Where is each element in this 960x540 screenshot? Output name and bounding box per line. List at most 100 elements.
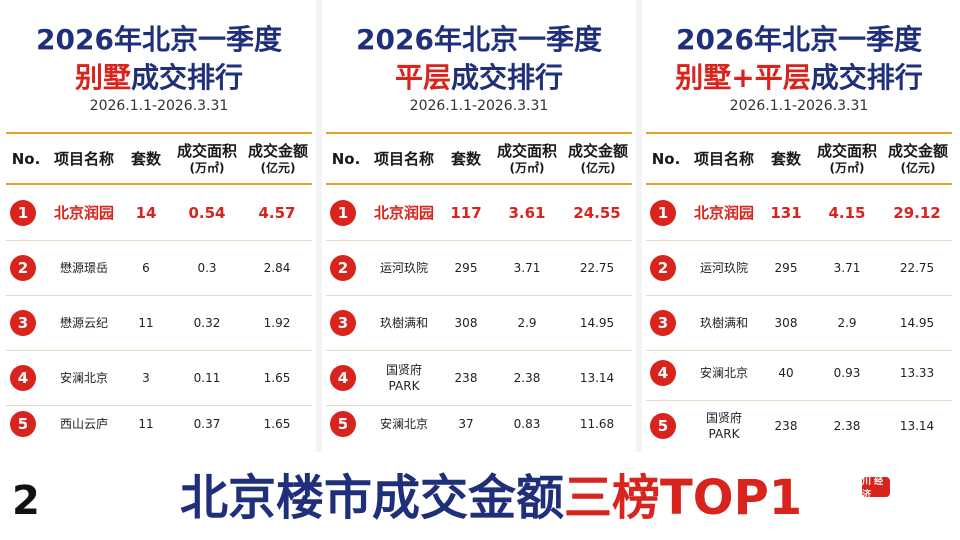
table-row: 2 运河玖院 295 3.71 22.75: [326, 241, 632, 295]
row-divider: [6, 240, 312, 241]
rank-badge: 1: [650, 200, 676, 226]
rank-badge: 4: [10, 365, 36, 391]
table-header: No. 项目名称 套数 成交面积 (万㎡) 成交金额 (亿元): [642, 136, 956, 182]
rank-badge: 5: [650, 413, 676, 439]
table-row: 3 懋源云纪 11 0.32 1.92: [6, 296, 312, 350]
units-value: 238: [774, 419, 798, 433]
units-value: 40: [778, 366, 794, 380]
rank-badge: 2: [650, 255, 676, 281]
row-divider: [326, 295, 632, 296]
area-value: 0.3: [197, 261, 217, 275]
row-divider: [646, 350, 952, 351]
area-value: 0.93: [833, 366, 861, 380]
header-area: 成交面积 (万㎡): [176, 142, 237, 175]
rank-badge: 2: [10, 255, 36, 281]
area-value: 3.71: [513, 261, 541, 275]
header-amount: 成交金额 (亿元): [567, 142, 628, 175]
amount-value: 1.92: [263, 316, 291, 330]
footer-headline-red: 三榜TOP1: [564, 470, 803, 526]
header-name: 项目名称: [53, 150, 114, 168]
amount-value: 29.12: [893, 204, 941, 222]
units-value: 308: [774, 316, 798, 330]
header-name: 项目名称: [373, 150, 434, 168]
panel-category: 别墅: [74, 61, 131, 94]
project-name: 运河玖院: [699, 261, 748, 275]
panel-subtitle-rest: 成交排行: [451, 61, 564, 94]
area-value: 2.9: [837, 316, 857, 330]
amount-value: 4.57: [258, 204, 296, 222]
project-name: 玖樹满和: [699, 316, 748, 330]
area-value: 3.71: [833, 261, 861, 275]
rank-badge: 4: [650, 360, 676, 386]
header-separator: [326, 132, 632, 134]
row-divider: [646, 400, 952, 401]
amount-value: 14.95: [579, 316, 615, 330]
panel-subtitle-rest: 成交排行: [810, 61, 923, 94]
panel-title: 2026年北京一季度: [36, 23, 282, 56]
units-value: 238: [454, 371, 478, 385]
header-units: 套数: [130, 150, 161, 168]
units-value: 6: [142, 261, 150, 275]
rank-badge: 3: [10, 310, 36, 336]
header-units: 套数: [770, 150, 801, 168]
header-units: 套数: [450, 150, 481, 168]
area-value: 0.54: [188, 204, 226, 222]
area-value: 2.38: [513, 371, 541, 385]
units-value: 117: [450, 204, 482, 222]
rank-badge: 4: [330, 365, 356, 391]
area-value: 0.37: [193, 417, 221, 431]
project-name: 运河玖院: [379, 261, 428, 275]
amount-value: 24.55: [573, 204, 621, 222]
amount-value: 13.14: [579, 371, 615, 385]
table-row: 5 西山云庐 11 0.37 1.65: [6, 397, 312, 451]
amount-value: 13.14: [899, 419, 935, 433]
row-divider: [326, 405, 632, 406]
header-amount: 成交金额 (亿元): [887, 142, 948, 175]
area-value: 2.38: [833, 419, 861, 433]
units-value: 295: [774, 261, 798, 275]
header-separator: [6, 132, 312, 134]
area-value: 4.15: [828, 204, 866, 222]
area-value: 0.83: [513, 417, 541, 431]
table-row: 2 懋源璟岳 6 0.3 2.84: [6, 241, 312, 295]
header-no: No.: [11, 150, 41, 168]
amount-value: 22.75: [899, 261, 935, 275]
table-row: 3 玖樹满和 308 2.9 14.95: [326, 296, 632, 350]
project-name: 北京润园: [373, 204, 434, 222]
units-value: 14: [135, 204, 157, 222]
panel-subtitle-rest: 成交排行: [131, 61, 244, 94]
header-no: No.: [651, 150, 681, 168]
units-value: 37: [458, 417, 474, 431]
watermark-badge: 川 经济: [862, 477, 890, 500]
project-name: 安澜北京: [59, 371, 108, 385]
header-name: 项目名称: [693, 150, 754, 168]
date-range: 2026.1.1-2026.3.31: [729, 98, 869, 114]
panel-subtitle: 平层成交排行: [322, 56, 636, 96]
row-divider: [646, 240, 952, 241]
rank-badge: 1: [330, 200, 356, 226]
header-separator: [646, 183, 952, 185]
project-name: 玖樹满和: [379, 316, 428, 330]
table-row: 5 安澜北京 37 0.83 11.68: [326, 397, 632, 451]
panel-title: 2026年北京一季度: [356, 23, 602, 56]
table-row: 1 北京润园 14 0.54 4.57: [6, 186, 312, 240]
table-row: 5 国贤府 PARK 238 2.38 13.14: [646, 399, 952, 453]
row-divider: [326, 350, 632, 351]
area-value: 3.61: [508, 204, 546, 222]
units-value: 295: [454, 261, 478, 275]
rank-badge: 3: [650, 310, 676, 336]
header-amount: 成交金额 (亿元): [247, 142, 308, 175]
units-value: 11: [138, 417, 154, 431]
table-row: 4 国贤府 PARK 238 2.38 13.14: [326, 351, 632, 405]
units-value: 131: [770, 204, 802, 222]
date-range: 2026.1.1-2026.3.31: [89, 98, 229, 114]
panel-subtitle: 别墅成交排行: [2, 56, 316, 96]
table-row: 1 北京润园 117 3.61 24.55: [326, 186, 632, 240]
panel-title: 2026年北京一季度: [676, 23, 922, 56]
area-value: 0.11: [193, 371, 221, 385]
amount-value: 1.65: [263, 417, 291, 431]
row-divider: [326, 240, 632, 241]
ranking-panel-villa: 2026年北京一季度 别墅成交排行 2026.1.1-2026.3.31 No.…: [2, 0, 316, 452]
table-row: 4 安澜北京 40 0.93 13.33: [646, 346, 952, 400]
area-value: 2.9: [517, 316, 537, 330]
